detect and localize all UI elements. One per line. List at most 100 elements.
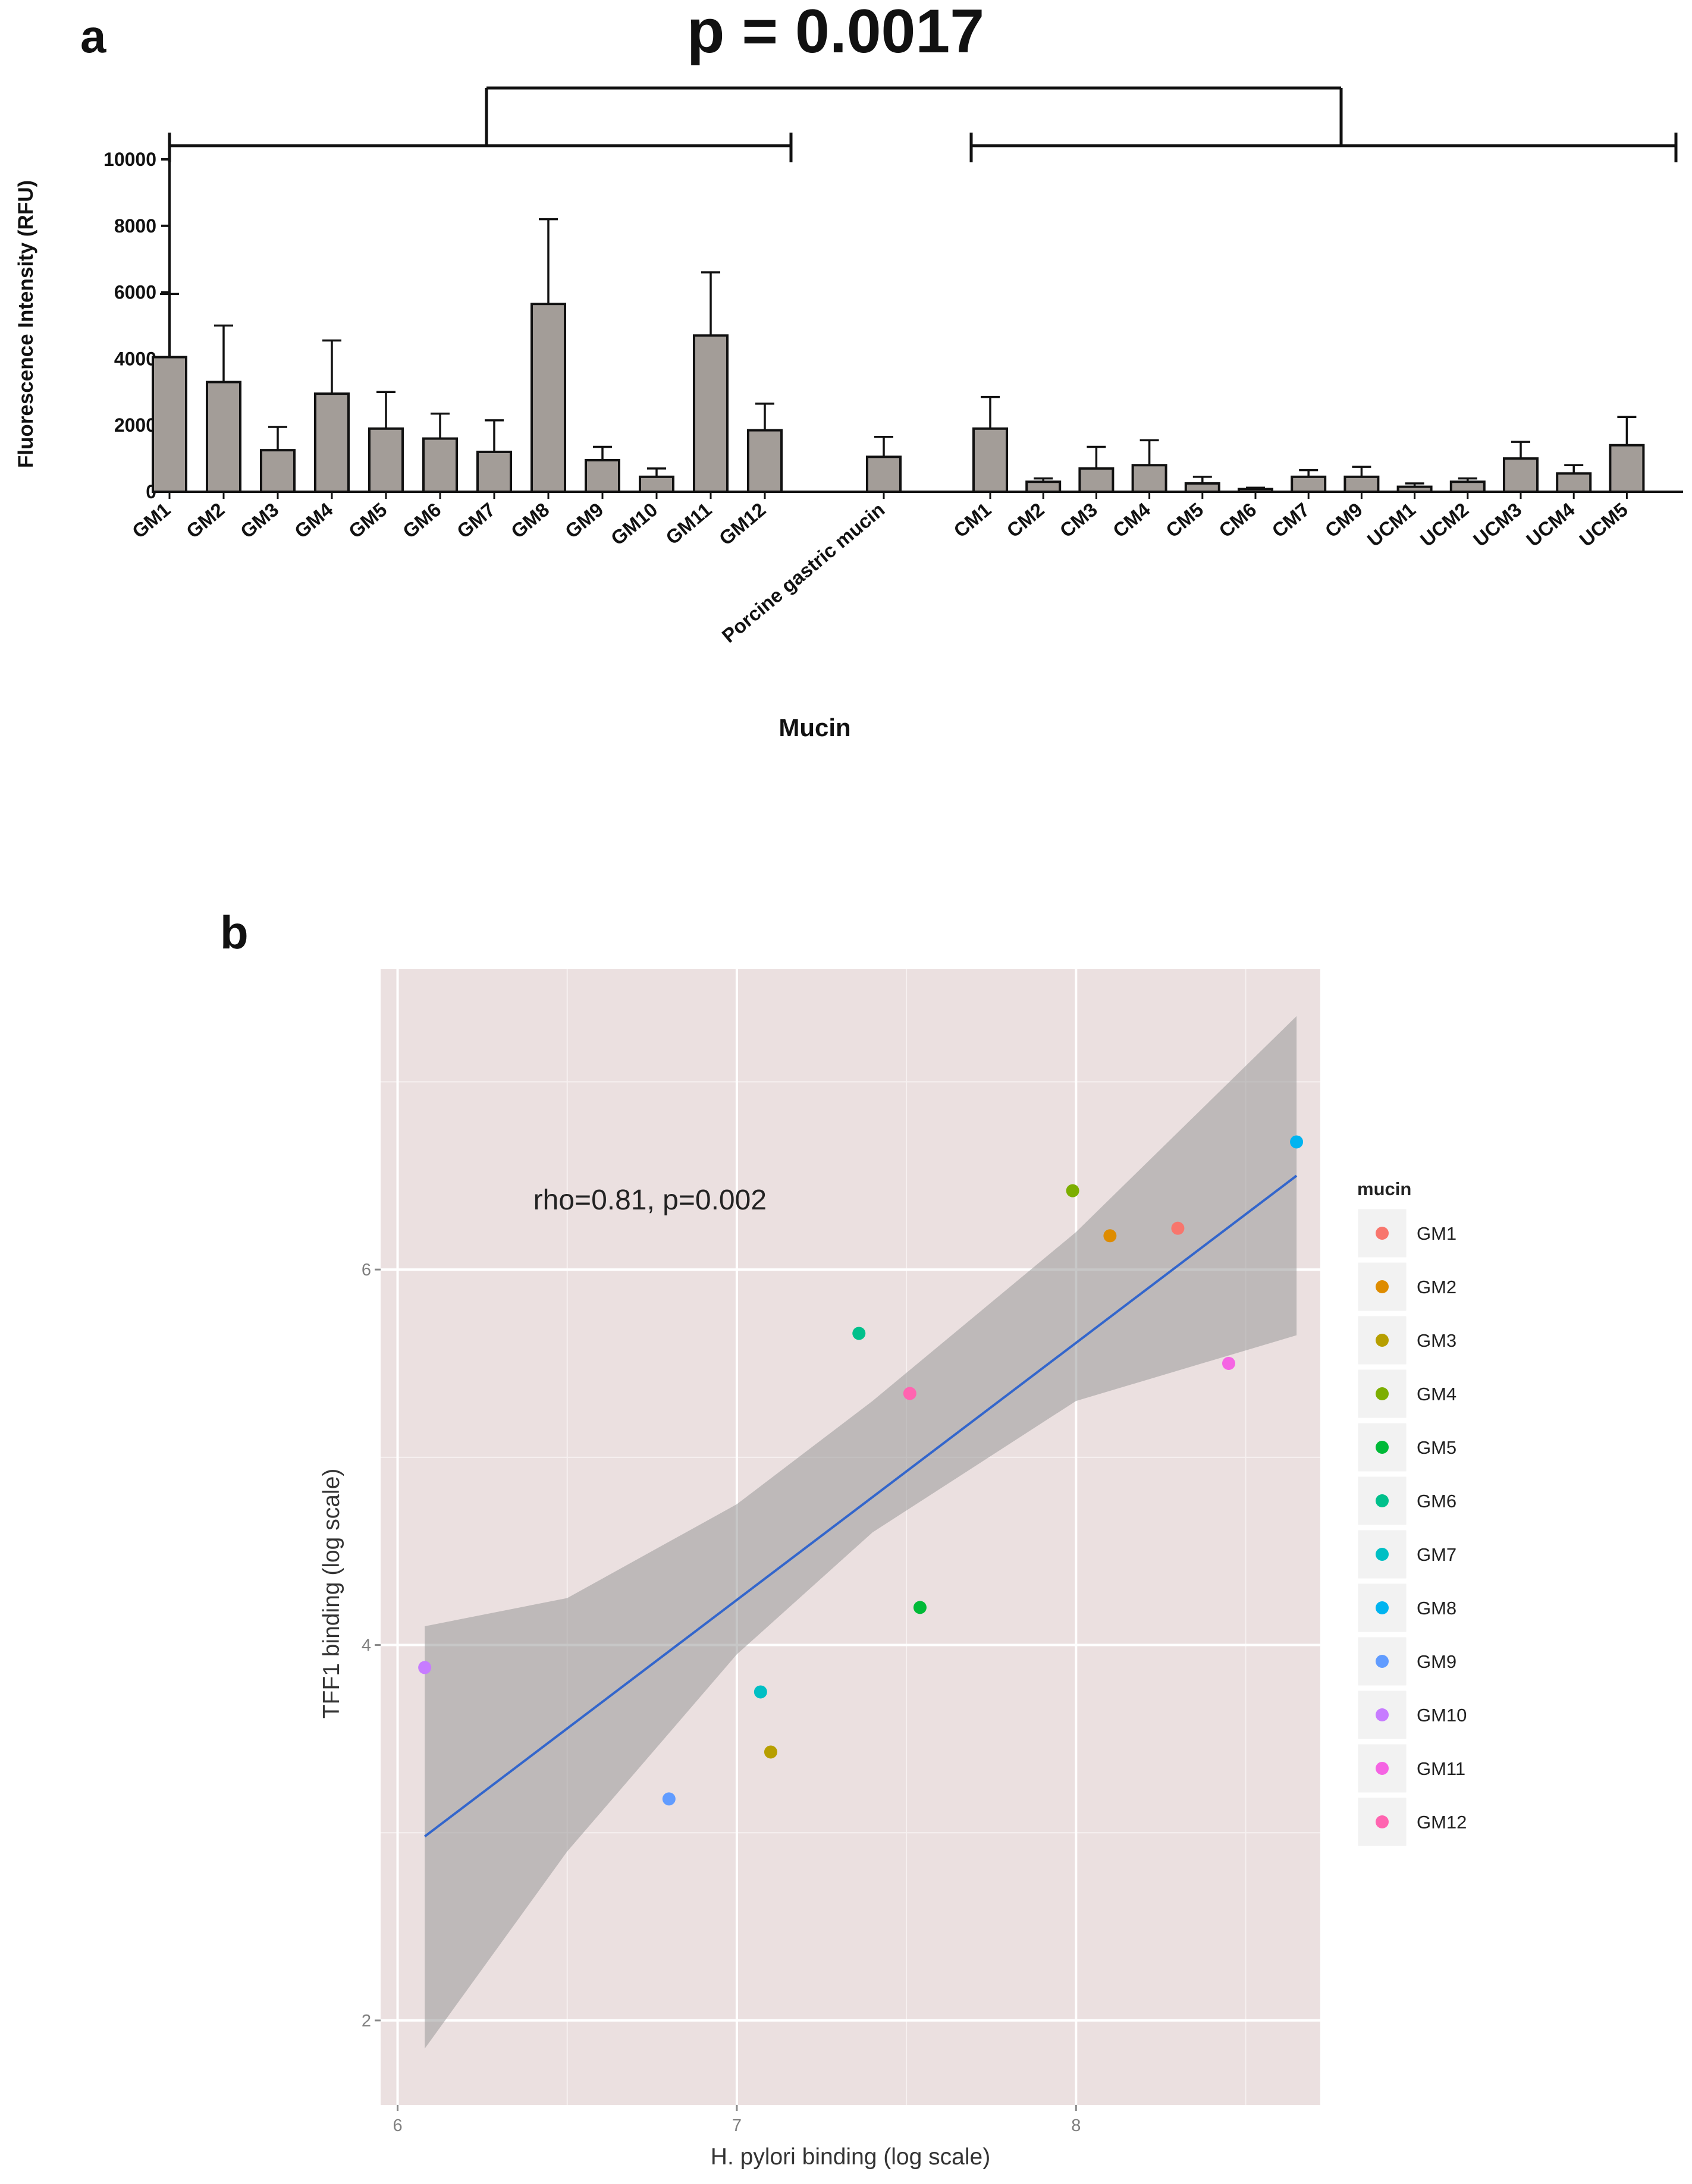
x-tick-label-gm12: GM12: [715, 498, 770, 549]
panel-a-y-tick-label: 10000: [103, 149, 156, 170]
bar-cm9: [1343, 475, 1380, 493]
x-tick-label-gm5: GM5: [344, 498, 391, 542]
bar-gm8: [530, 303, 566, 493]
point-gm3: [764, 1745, 777, 1759]
x-tick-label-ucm5: UCM5: [1575, 498, 1631, 551]
correlation-annotation: rho=0.81, p=0.002: [533, 1184, 767, 1216]
x-tick-label-cm1: CM1: [949, 498, 995, 542]
point-gm7: [754, 1685, 767, 1699]
point-gm9: [662, 1792, 676, 1806]
x-tick-label-gm9: GM9: [561, 498, 608, 542]
significance-label: p = 0.0017: [687, 0, 984, 66]
x-tick-label-gm7: GM7: [453, 498, 500, 542]
bar-ucm4: [1556, 472, 1592, 494]
legend-label-gm3: GM3: [1417, 1330, 1456, 1351]
panel-a-y-axis-label: Fluorescence Intensity (RFU): [14, 180, 37, 468]
x-tick-label: 6: [393, 2116, 402, 2135]
panel-b-y-axis-label: TFF1 binding (log scale): [319, 1469, 344, 1719]
legend-key-gm4: [1356, 1368, 1408, 1420]
confidence-band: [425, 1016, 1297, 2049]
y-tick-label: 6: [362, 1261, 371, 1280]
bar-cm3: [1078, 467, 1115, 493]
point-gm1: [1171, 1221, 1185, 1235]
point-gm8: [1290, 1135, 1304, 1149]
legend-marker-gm5: [1376, 1441, 1389, 1454]
legend-key-gm3: [1356, 1314, 1408, 1366]
bar-gm12: [747, 429, 783, 494]
legend-label-gm11: GM11: [1417, 1758, 1465, 1779]
x-tick-label-cm2: CM2: [1003, 498, 1049, 542]
point-gm5: [913, 1601, 927, 1614]
bar-gm3: [260, 449, 296, 493]
legend-marker-gm3: [1376, 1334, 1389, 1347]
bar-gm5: [368, 427, 404, 493]
bar-cm2: [1025, 480, 1062, 493]
panel-b-scatter-plot: b 6 7 8 2 4 6 rho=0.81, p=0.002 H. pylori bin…: [220, 906, 1467, 2170]
bar-gm9: [585, 458, 620, 494]
y-tick-label: 2: [362, 2012, 371, 2031]
bar-gm7: [476, 450, 512, 493]
x-tick-label-gm6: GM6: [398, 498, 445, 542]
x-tick-label-cm4: CM4: [1109, 498, 1155, 542]
bar-cm5: [1184, 482, 1220, 494]
bar-gm2: [206, 381, 241, 494]
bar-cm4: [1131, 464, 1167, 494]
legend-marker-gm2: [1376, 1280, 1389, 1293]
regression-line: [423, 1174, 1298, 1838]
legend-key-gm1: [1356, 1207, 1408, 1259]
legend-label-gm4: GM4: [1417, 1384, 1456, 1404]
x-tick-label-cm7: CM7: [1268, 498, 1314, 542]
panel-a-letter: a: [80, 10, 106, 62]
x-tick-label-gm8: GM8: [507, 498, 554, 542]
x-tick-label-ucm3: UCM3: [1469, 498, 1525, 551]
x-tick-label-ucm4: UCM4: [1522, 498, 1579, 551]
legend-label-gm2: GM2: [1417, 1277, 1456, 1297]
legend-label-gm7: GM7: [1417, 1544, 1456, 1565]
x-tick-label: 8: [1071, 2116, 1081, 2135]
x-tick-label-gm2: GM2: [182, 498, 229, 542]
x-tick-label-cm9: CM9: [1321, 498, 1367, 542]
x-tick-label-ucm1: UCM1: [1363, 498, 1420, 551]
legend-marker-gm12: [1376, 1815, 1389, 1828]
bar-porcine-gastric-mucin: [866, 455, 902, 493]
legend-label-gm9: GM9: [1417, 1651, 1456, 1672]
legend-marker-gm1: [1376, 1227, 1389, 1240]
x-tick-label-gm4: GM4: [290, 498, 337, 543]
x-tick-label-gm3: GM3: [236, 498, 283, 542]
legend-label-gm12: GM12: [1417, 1812, 1467, 1833]
legend-marker-gm6: [1376, 1494, 1389, 1507]
panel-b-x-axis-label: H. pylori binding (log scale): [711, 2144, 990, 2170]
y-tick-label: 4: [362, 1636, 371, 1655]
panel-a-y-tick-label: 4000: [114, 348, 156, 369]
x-tick-label-gm11: GM11: [661, 498, 715, 549]
legend-marker-gm9: [1376, 1655, 1389, 1668]
point-gm10: [418, 1661, 432, 1674]
legend-label-gm8: GM8: [1417, 1598, 1456, 1619]
panel-a-y-tick-label: 6000: [114, 282, 156, 303]
bar-gm11: [693, 334, 729, 494]
panel-a-y-tick-label: 8000: [114, 215, 156, 237]
bar-cm6: [1238, 488, 1273, 494]
x-tick-label-cm3: CM3: [1056, 498, 1101, 542]
x-tick-label-ucm2: UCM2: [1416, 498, 1473, 551]
point-gm2: [1103, 1229, 1117, 1243]
legend-marker-gm10: [1376, 1708, 1389, 1721]
panel-b-letter: b: [220, 906, 249, 959]
point-gm6: [852, 1327, 866, 1340]
bar-gm10: [639, 475, 674, 493]
legend-label-gm5: GM5: [1417, 1437, 1456, 1458]
x-tick-label: 7: [732, 2116, 742, 2135]
legend-marker-gm4: [1376, 1387, 1389, 1400]
legend: mucin GM1 GM2 GM3 GM4 GM5 GM6 GM7 GM8 GM9 GM10 GM11…: [1356, 1179, 1467, 1848]
x-tick-label-cm5: CM5: [1162, 498, 1207, 542]
point-gm4: [1066, 1184, 1079, 1198]
bar-ucm1: [1396, 485, 1433, 493]
point-gm11: [1222, 1356, 1235, 1370]
legend-marker-gm11: [1376, 1762, 1389, 1775]
bar-gm6: [422, 437, 458, 493]
bar-cm1: [972, 427, 1008, 493]
point-gm12: [903, 1387, 916, 1400]
